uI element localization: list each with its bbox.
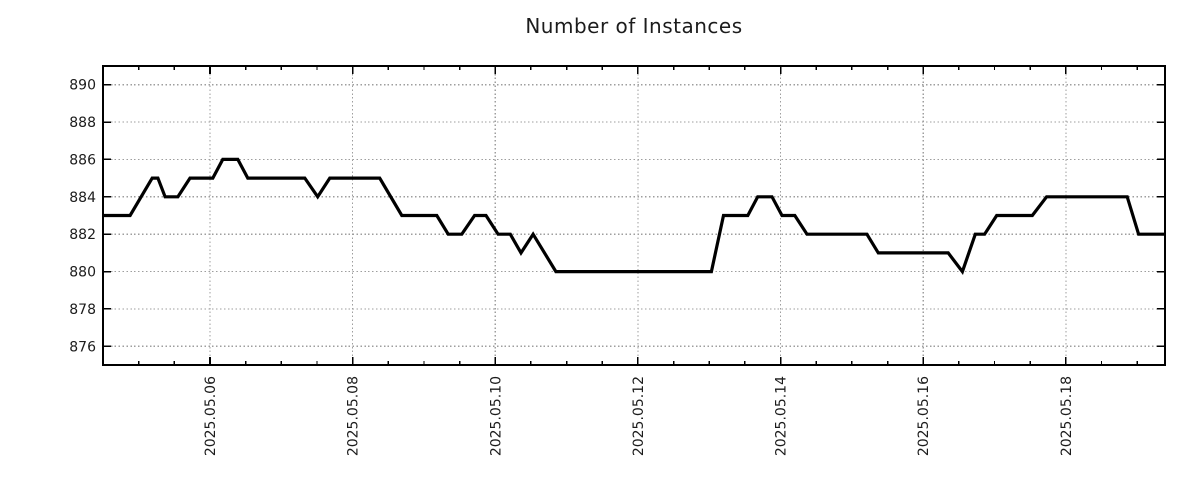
y-tick-label: 882 (69, 227, 96, 243)
y-tick-label: 880 (69, 265, 96, 281)
x-tick-label: 2025.05.18 (1059, 376, 1075, 456)
x-tick-label: 2025.05.08 (346, 376, 362, 456)
y-tick-label: 886 (69, 152, 96, 168)
y-tick-label: 876 (69, 339, 96, 355)
y-tick-label: 888 (69, 115, 96, 131)
series-line (103, 157, 1165, 275)
y-tick-label: 878 (69, 302, 96, 318)
x-tick-label: 2025.05.14 (774, 376, 790, 456)
y-tick-label: 884 (69, 190, 96, 206)
y-tick-label: 890 (69, 78, 96, 94)
x-tick-label: 2025.05.12 (631, 376, 647, 456)
x-tick-label: 2025.05.06 (203, 376, 219, 456)
x-tick-label: 2025.05.16 (916, 376, 932, 456)
x-tick-label: 2025.05.10 (488, 376, 504, 456)
chart-title: Number of Instances (525, 14, 743, 38)
